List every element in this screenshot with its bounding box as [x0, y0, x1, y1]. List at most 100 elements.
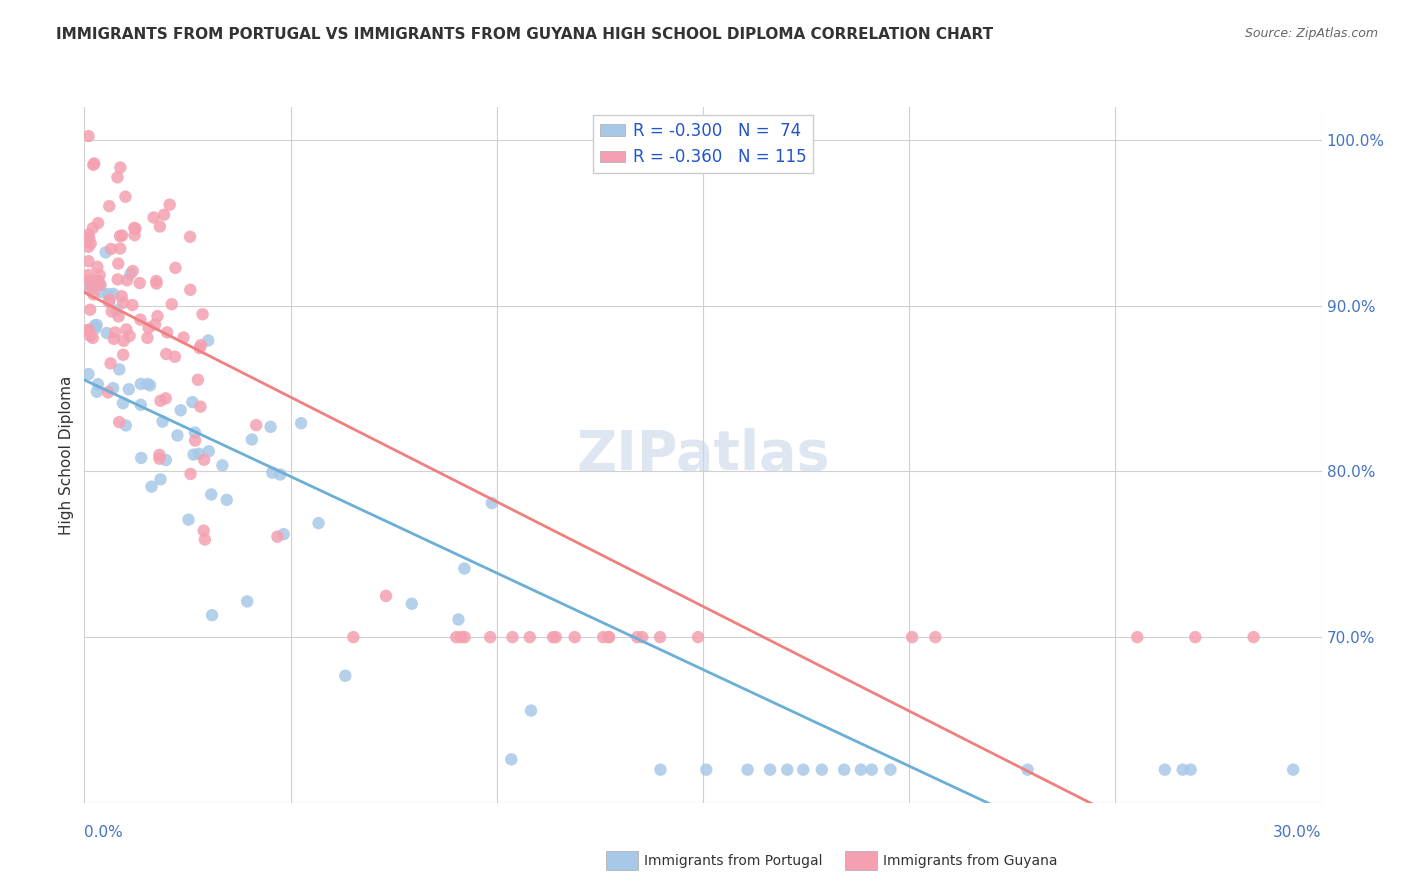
Point — [177, 513, 200, 527]
Point — [87, 377, 110, 392]
Point — [190, 338, 212, 352]
Point — [142, 211, 165, 225]
Point — [173, 330, 195, 344]
Point — [197, 334, 219, 348]
Point — [776, 763, 799, 777]
Point — [94, 245, 117, 260]
Point — [129, 398, 152, 412]
Point — [128, 276, 150, 290]
Point — [156, 326, 179, 340]
Point — [101, 381, 124, 395]
Point — [598, 630, 620, 644]
Point — [598, 630, 620, 644]
Text: 0.0%: 0.0% — [84, 825, 124, 840]
Point — [165, 260, 187, 275]
Point — [79, 302, 101, 317]
Point — [86, 260, 108, 274]
Point — [262, 466, 284, 480]
Point — [1126, 630, 1149, 644]
Point — [77, 323, 100, 337]
Point — [145, 277, 167, 291]
Point — [82, 287, 104, 301]
Point — [849, 763, 872, 777]
Point — [121, 298, 143, 312]
Point — [149, 472, 172, 486]
Point — [1171, 763, 1194, 777]
Point — [215, 492, 238, 507]
Point — [136, 331, 159, 345]
Point — [86, 318, 108, 332]
Point — [179, 229, 201, 244]
Text: ZIPatlas: ZIPatlas — [576, 428, 830, 482]
Point — [179, 283, 201, 297]
Point — [79, 283, 101, 297]
Point — [290, 416, 312, 430]
Point — [193, 452, 215, 467]
Point — [108, 362, 131, 376]
Point — [160, 297, 183, 311]
Point — [129, 450, 152, 465]
Point — [149, 393, 172, 408]
Point — [89, 277, 111, 292]
Point — [188, 447, 211, 461]
Bar — [845, 851, 877, 871]
Point — [97, 385, 120, 400]
Point — [446, 630, 468, 644]
Point — [153, 208, 176, 222]
Point — [103, 332, 125, 346]
Point — [197, 444, 219, 458]
Point — [879, 763, 901, 777]
Point — [564, 630, 586, 644]
Point — [108, 242, 131, 256]
Point — [77, 367, 100, 381]
Point — [901, 630, 924, 644]
Point — [145, 274, 167, 288]
Point — [650, 763, 672, 777]
Point — [115, 322, 138, 336]
Point — [114, 190, 136, 204]
Point — [375, 589, 398, 603]
Point — [179, 467, 201, 481]
Point — [112, 348, 135, 362]
Point — [188, 341, 211, 355]
Point — [100, 242, 122, 256]
Point — [77, 268, 100, 282]
Point — [112, 334, 135, 348]
Point — [129, 376, 152, 391]
Point — [149, 219, 172, 234]
Point — [107, 310, 129, 324]
Point — [80, 273, 103, 287]
Point — [541, 630, 564, 644]
Point — [79, 329, 101, 343]
Point — [139, 378, 162, 392]
Point — [148, 451, 170, 466]
Point — [89, 278, 111, 293]
Point — [184, 425, 207, 440]
Point — [96, 326, 118, 340]
Point — [190, 400, 212, 414]
Point — [648, 630, 671, 644]
Point — [266, 530, 288, 544]
Point — [77, 240, 100, 254]
Point — [519, 630, 541, 644]
Point — [86, 384, 108, 399]
Point — [181, 395, 204, 409]
Point — [87, 275, 110, 289]
Point — [169, 403, 191, 417]
Point — [245, 418, 267, 433]
Point — [236, 594, 259, 608]
Point — [97, 287, 120, 301]
Point — [924, 630, 946, 644]
Point — [89, 268, 111, 282]
Point — [146, 309, 169, 323]
Point — [77, 254, 100, 268]
Point — [832, 763, 855, 777]
Point — [152, 415, 174, 429]
Point — [105, 303, 128, 318]
Point — [1282, 763, 1305, 777]
Text: Immigrants from Portugal: Immigrants from Portugal — [644, 854, 823, 868]
Point — [792, 763, 814, 777]
Point — [77, 231, 100, 245]
Point — [83, 156, 105, 170]
Point — [82, 331, 104, 345]
